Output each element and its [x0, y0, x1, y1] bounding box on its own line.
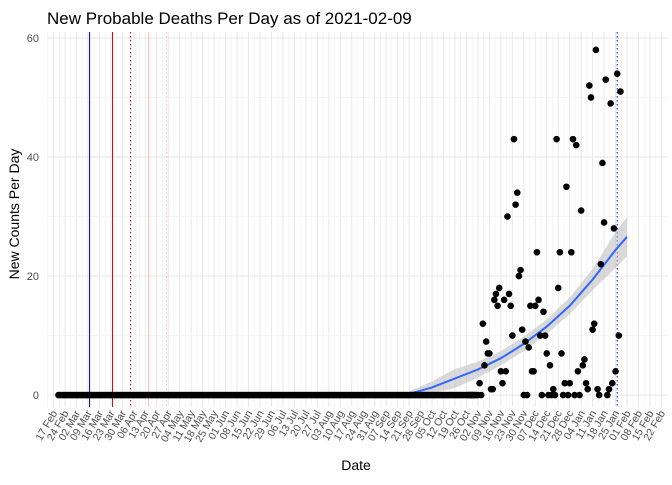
- data-point: [604, 391, 611, 399]
- data-point: [599, 159, 606, 167]
- data-point: [589, 326, 596, 333]
- y-tick-label: 40: [27, 152, 39, 164]
- data-point: [505, 290, 513, 298]
- data-point: [612, 367, 619, 375]
- points-layer: [55, 46, 624, 399]
- data-point: [608, 379, 616, 387]
- data-point: [489, 385, 496, 393]
- data-point: [586, 82, 593, 89]
- data-point: [509, 332, 516, 339]
- data-point: [553, 135, 560, 143]
- data-point: [538, 391, 546, 399]
- data-point: [531, 302, 539, 310]
- data-point: [568, 248, 575, 256]
- data-point: [492, 290, 500, 298]
- data-point: [605, 385, 613, 393]
- data-point: [533, 248, 541, 256]
- data-point: [554, 284, 562, 292]
- data-point: [476, 379, 483, 387]
- data-point: [477, 391, 485, 399]
- data-point: [527, 302, 534, 310]
- data-point: [607, 100, 614, 107]
- data-point: [541, 332, 549, 339]
- data-point: [543, 350, 551, 357]
- data-point: [581, 356, 588, 363]
- data-point: [502, 367, 510, 375]
- data-point: [600, 219, 608, 226]
- data-point: [587, 94, 595, 101]
- data-point: [523, 391, 531, 399]
- data-point: [559, 391, 567, 399]
- data-point: [572, 141, 580, 149]
- data-point: [597, 260, 605, 268]
- data-point: [582, 379, 590, 387]
- data-point: [574, 367, 582, 375]
- data-point: [479, 320, 487, 327]
- data-point: [592, 46, 600, 54]
- data-point: [522, 338, 529, 345]
- data-point: [500, 296, 508, 304]
- data-point: [491, 296, 498, 304]
- y-tick-label: 0: [33, 390, 39, 402]
- data-point: [482, 338, 490, 345]
- data-point: [569, 135, 577, 143]
- data-point: [551, 391, 559, 399]
- x-axis-label: Date: [341, 457, 371, 473]
- data-point: [563, 183, 570, 191]
- data-point: [561, 379, 569, 387]
- data-point: [566, 379, 573, 387]
- data-point: [594, 385, 601, 393]
- data-point: [613, 70, 621, 77]
- data-point: [495, 284, 503, 292]
- data-point: [535, 296, 542, 304]
- data-point: [486, 350, 493, 357]
- data-point: [515, 272, 523, 280]
- data-point: [558, 350, 565, 357]
- data-point: [499, 379, 506, 387]
- data-point: [540, 308, 547, 316]
- minor-x-gridlines: [47, 32, 657, 407]
- data-point: [497, 367, 505, 375]
- data-point: [576, 391, 583, 399]
- y-axis-label: New Counts Per Day: [6, 149, 22, 280]
- reference-lines: [89, 32, 618, 407]
- data-point: [510, 135, 518, 143]
- data-point: [546, 362, 554, 369]
- chart-title: New Probable Deaths Per Day as of 2021-0…: [47, 9, 412, 28]
- data-point: [584, 385, 592, 393]
- data-point: [507, 302, 515, 310]
- data-point: [494, 302, 501, 310]
- data-point: [610, 225, 618, 232]
- data-point: [504, 213, 511, 220]
- data-point: [595, 391, 603, 399]
- data-point: [556, 248, 564, 256]
- data-point: [513, 189, 521, 197]
- data-point: [525, 344, 533, 351]
- data-point: [564, 391, 572, 399]
- data-point: [512, 201, 519, 208]
- data-point: [481, 362, 488, 369]
- y-tick-label: 20: [27, 271, 39, 283]
- data-point: [590, 320, 598, 327]
- y-tick-label: 60: [27, 33, 39, 45]
- data-point: [550, 385, 557, 393]
- data-point: [617, 88, 624, 95]
- data-point: [530, 367, 537, 375]
- data-point: [517, 266, 524, 274]
- data-point: [536, 332, 544, 339]
- data-point: [571, 391, 578, 399]
- data-point: [579, 362, 587, 369]
- y-axis-ticks: 0 20 40 60: [27, 33, 39, 402]
- data-point: [577, 207, 585, 214]
- data-point: [615, 332, 623, 339]
- data-point: [518, 326, 526, 333]
- data-point: [602, 76, 610, 83]
